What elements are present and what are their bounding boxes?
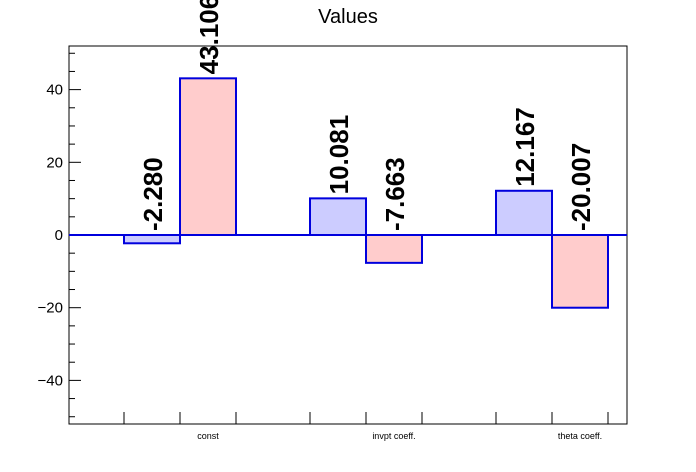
y-tick-label: 20 xyxy=(46,154,63,171)
bar xyxy=(551,234,609,309)
y-tick-label: −20 xyxy=(38,300,63,317)
y-tick-label: 40 xyxy=(46,82,63,99)
bar xyxy=(123,234,181,245)
bar xyxy=(495,189,553,236)
labels-layer: -2.280 10.081 12.167 43.106 -7.663 -20.007 xyxy=(138,0,596,231)
data-label: 12.167 xyxy=(510,107,540,187)
data-label: -2.280 xyxy=(138,157,168,231)
category-label: invpt coeff. xyxy=(372,431,415,441)
bar xyxy=(309,197,367,236)
y-tick-label: −40 xyxy=(38,372,63,389)
data-label: 10.081 xyxy=(324,115,354,195)
bar xyxy=(179,77,237,237)
data-label: 43.106 xyxy=(194,0,224,74)
bars-layer xyxy=(69,77,627,309)
data-label: -7.663 xyxy=(380,157,410,231)
bar xyxy=(365,234,423,264)
category-label: theta coeff. xyxy=(558,431,602,441)
y-tick-label: 0 xyxy=(55,227,63,244)
category-label: const xyxy=(197,431,219,441)
axes-layer: −40 −20 0 20 40 const invpt coeff. theta coeff. xyxy=(38,52,609,441)
data-label: -20.007 xyxy=(566,143,596,231)
chart-title: Values xyxy=(318,6,378,28)
